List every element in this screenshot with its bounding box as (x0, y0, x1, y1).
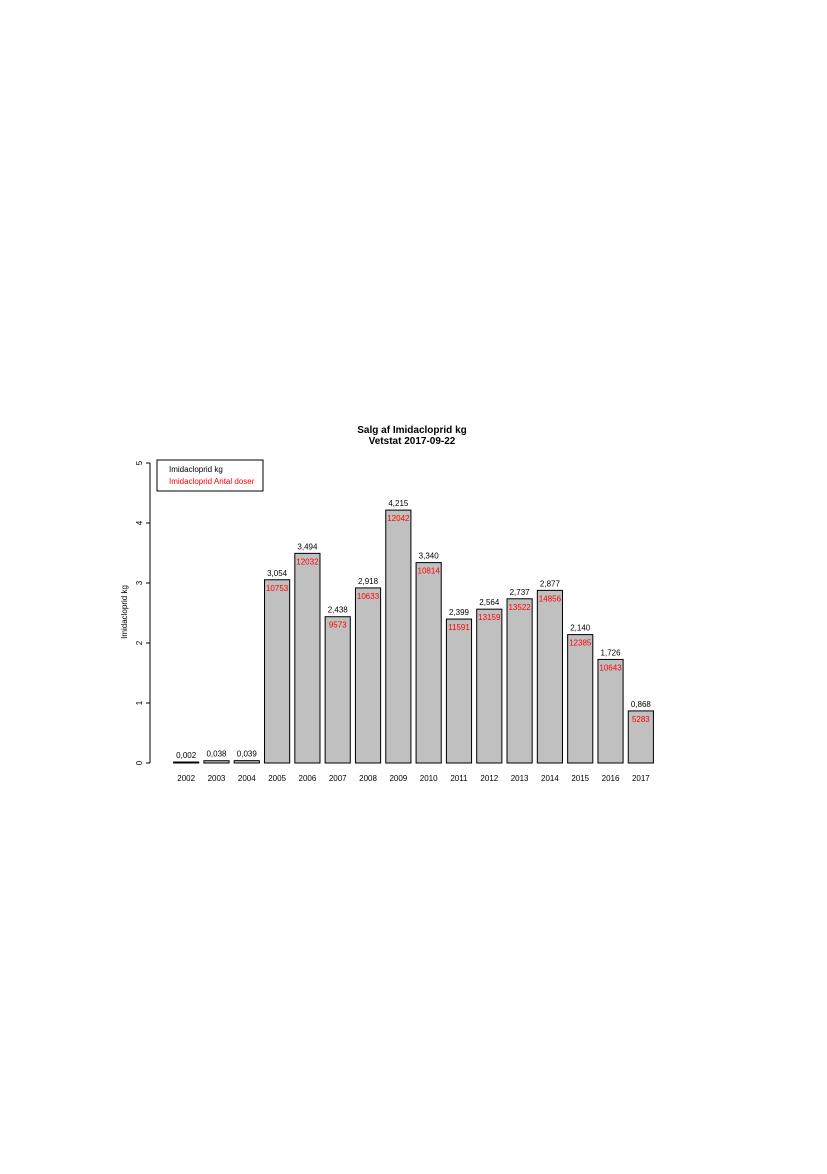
bar-value-label: 2,877 (540, 579, 561, 588)
bar-doser-label: 12385 (569, 639, 592, 648)
bar-value-label: 2,438 (328, 606, 349, 615)
bar (445, 618, 473, 764)
legend-entry-kg: Imidacloprid kg (169, 465, 223, 474)
x-tick-label: 2009 (389, 774, 407, 783)
bar-value-label: 2,140 (570, 624, 591, 633)
bar-value-label: 0,039 (237, 750, 258, 759)
bar-value-label: 0,002 (176, 751, 197, 760)
bar-value-label: 2,737 (510, 588, 531, 597)
bar (324, 616, 351, 764)
bar-value-label: 4,215 (388, 499, 409, 508)
bar-value-label: 3,494 (297, 542, 318, 551)
bar-value-label: 0,038 (206, 750, 227, 759)
bar-doser-label: 11591 (448, 623, 470, 632)
y-tick-label: 5 (135, 460, 144, 465)
bar-value-label: 2,399 (449, 608, 470, 617)
bar (476, 608, 503, 764)
bar-doser-label: 13159 (478, 613, 501, 622)
bar-value-label: 2,564 (479, 598, 500, 607)
bar (567, 634, 594, 764)
x-tick-label: 2016 (602, 774, 620, 783)
bar-doser-label: 10643 (599, 663, 622, 672)
x-tick-label: 2011 (450, 774, 468, 783)
bar (294, 552, 321, 764)
x-tick-label: 2005 (268, 774, 286, 783)
x-tick-label: 2017 (632, 774, 650, 783)
bar-doser-label: 10814 (418, 567, 441, 576)
bar-value-label: 1,726 (601, 648, 622, 657)
legend-box (156, 459, 264, 492)
y-tick-label: 4 (135, 520, 144, 525)
y-axis-label: Imidacloprid kg (120, 585, 129, 639)
bar (264, 579, 291, 764)
y-tick-label: 0 (135, 760, 144, 765)
bar (627, 710, 654, 764)
bar (415, 562, 442, 764)
bar (354, 587, 382, 764)
x-tick-label: 2004 (238, 774, 256, 783)
x-tick-label: 2002 (177, 774, 195, 783)
x-tick-labels: 2002 2003 2004 2005 2006 2007 2008 2009 2010 2011… (177, 774, 650, 783)
bar (233, 760, 260, 764)
bar-doser-label: 12032 (296, 557, 319, 566)
bars-group: 0,002 0,038 0,039 3,054 10753 3,494 12032 2,438… (173, 499, 654, 764)
bar-doser-label: 10633 (357, 592, 380, 601)
bar (597, 658, 624, 764)
legend-entry-doser: Imidacloprid Antal doser (169, 477, 255, 486)
bar-doser-label: 9573 (329, 621, 347, 630)
bar (203, 760, 230, 764)
legend: Imidacloprid kg Imidacloprid Antal doser (156, 459, 264, 492)
chart-subtitle: Vetstat 2017-09-22 (369, 436, 456, 447)
bar (173, 761, 200, 764)
x-tick-label: 2007 (329, 774, 347, 783)
x-tick-label: 2013 (511, 774, 529, 783)
x-tick-label: 2015 (571, 774, 589, 783)
y-tick-label: 2 (135, 640, 144, 645)
x-tick-label: 2006 (299, 774, 317, 783)
y-tick-label: 3 (135, 580, 144, 585)
bar-value-label: 3,340 (419, 552, 440, 561)
bar-value-label: 3,054 (267, 569, 288, 578)
bar-doser-label: 13522 (508, 603, 531, 612)
x-tick-label: 2003 (208, 774, 226, 783)
bar-doser-label: 12042 (387, 514, 410, 523)
bar-value-label: 0,868 (631, 700, 652, 709)
bar-value-label: 2,918 (358, 577, 379, 586)
x-tick-label: 2012 (480, 774, 498, 783)
y-axis: 0 1 2 3 4 5 (135, 460, 151, 765)
x-tick-label: 2008 (359, 774, 377, 783)
bar-doser-label: 5283 (632, 715, 650, 724)
chart-title: Salg af Imidacloprid kg (357, 425, 466, 436)
x-tick-label: 2014 (541, 774, 559, 783)
bar-doser-label: 14856 (539, 594, 562, 603)
bar-doser-label: 10753 (266, 584, 289, 593)
bar (536, 589, 563, 764)
bar (385, 509, 412, 764)
y-tick-label: 1 (135, 700, 144, 705)
bar (506, 598, 533, 764)
x-tick-label: 2010 (420, 774, 438, 783)
